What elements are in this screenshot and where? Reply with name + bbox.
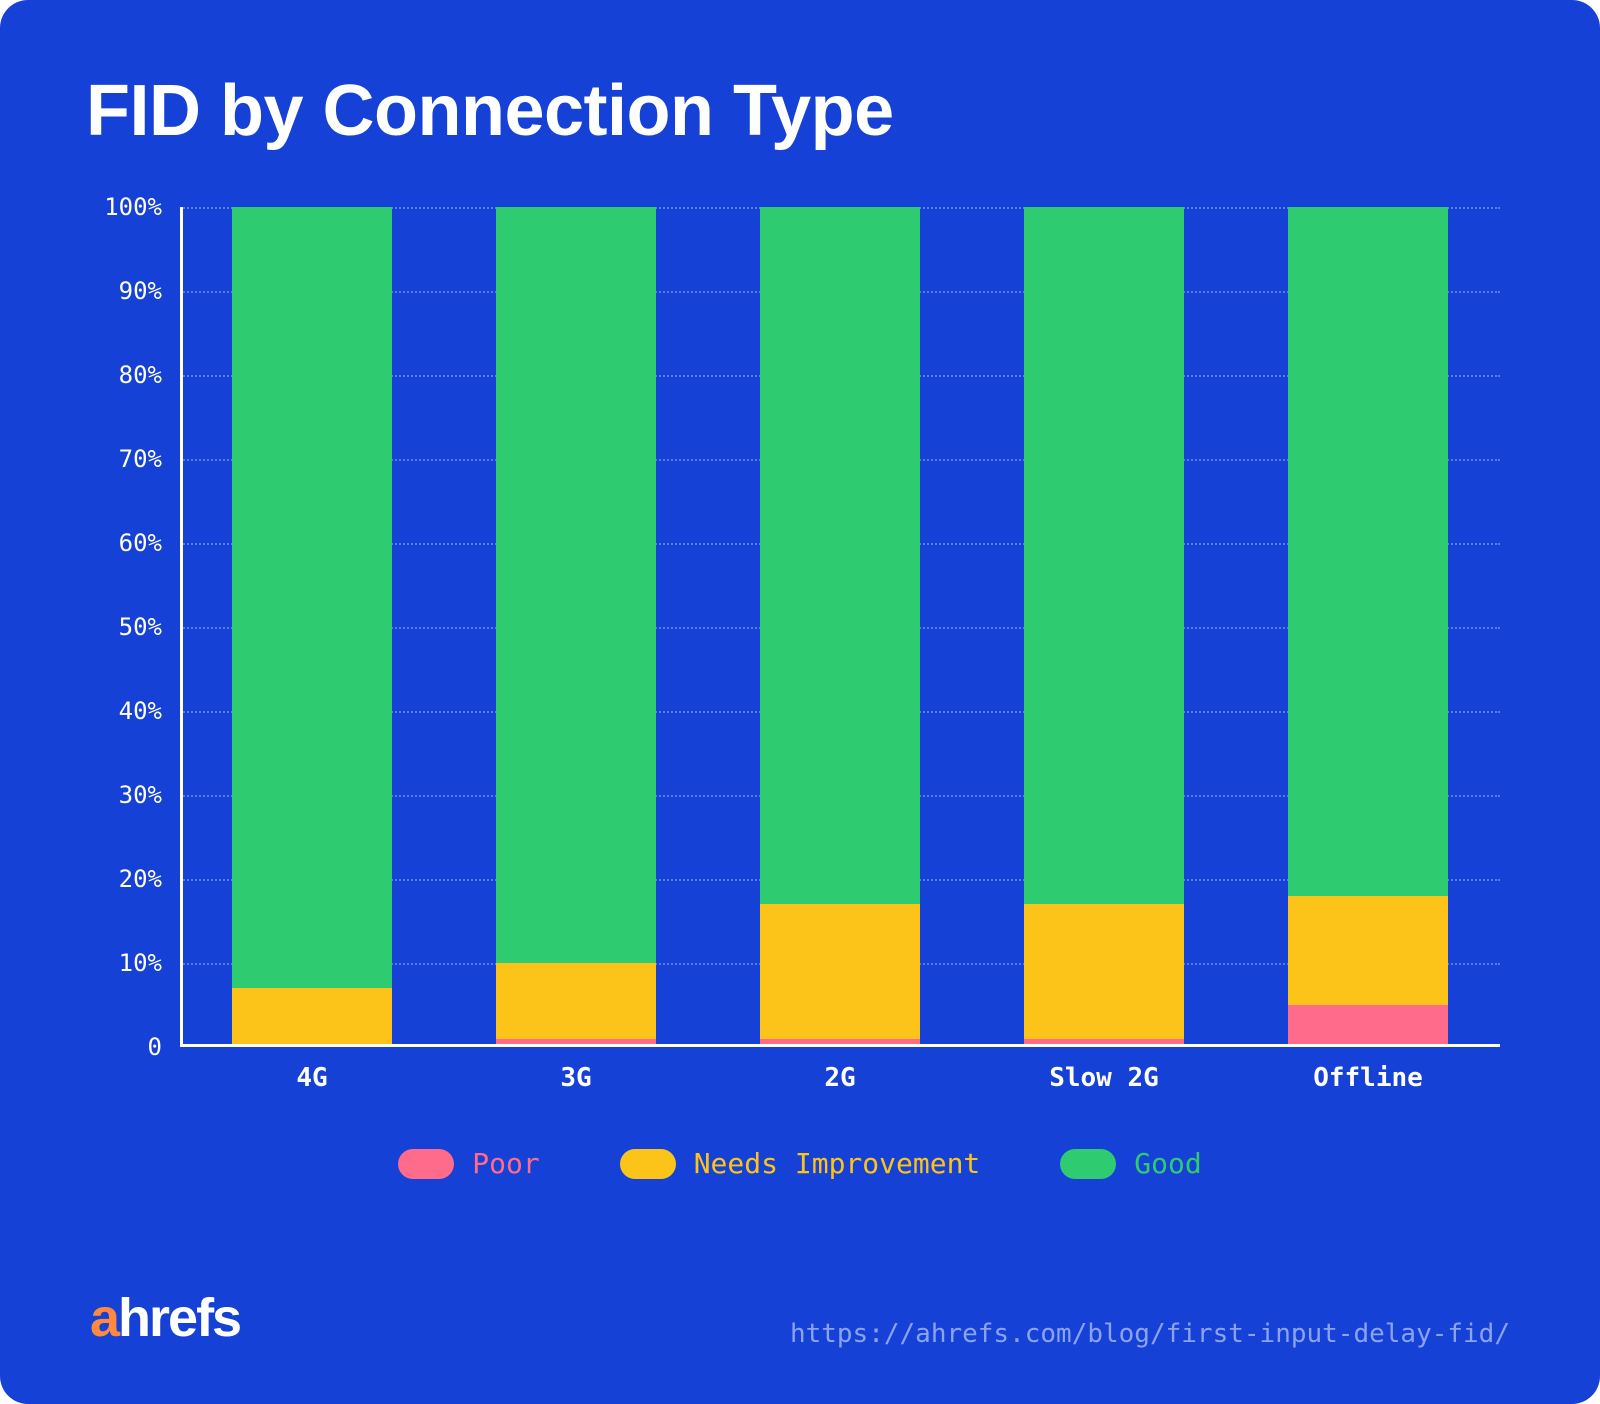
bar-segment-poor [1288, 1005, 1448, 1047]
bar-offline [1288, 207, 1448, 1047]
bar-segment-needs [1024, 904, 1184, 1038]
x-label: 4G [232, 1047, 392, 1097]
x-label: Slow 2G [1024, 1047, 1184, 1097]
bar-segment-good [496, 207, 656, 963]
y-tick-label: 20% [119, 865, 162, 893]
bar-segment-needs [760, 904, 920, 1038]
bar-segment-good [232, 207, 392, 988]
bar-slow-2g [1024, 207, 1184, 1047]
y-tick-label: 80% [119, 361, 162, 389]
legend-item-needs: Needs Improvement [620, 1147, 981, 1180]
legend-swatch [398, 1149, 454, 1179]
bar-2g [760, 207, 920, 1047]
bar-segment-good [760, 207, 920, 904]
y-tick-label: 40% [119, 697, 162, 725]
plot-area: 010%20%30%40%50%60%70%80%90%100% 4G3G2GS… [180, 207, 1500, 1097]
x-labels: 4G 3G 2G Slow 2G Offline [180, 1047, 1500, 1097]
chart-title: FID by Connection Type [86, 70, 1510, 152]
x-label: Offline [1288, 1047, 1448, 1097]
y-tick-label: 60% [119, 529, 162, 557]
legend-label: Good [1134, 1147, 1201, 1180]
legend-swatch [1060, 1149, 1116, 1179]
bar-segment-good [1288, 207, 1448, 896]
bar-3g [496, 207, 656, 1047]
y-axis: 010%20%30%40%50%60%70%80%90%100% [90, 207, 180, 1047]
legend-swatch [620, 1149, 676, 1179]
logo-part-a: a [90, 1287, 118, 1349]
legend-label: Needs Improvement [694, 1147, 981, 1180]
logo-part-hrefs: hrefs [118, 1287, 240, 1349]
bar-segment-needs [1288, 896, 1448, 1005]
source-url: https://ahrefs.com/blog/first-input-dela… [790, 1319, 1510, 1349]
legend-item-poor: Poor [398, 1147, 539, 1180]
chart-card: FID by Connection Type 0 10% 20% 30% 40% 50% 6… [0, 0, 1600, 1404]
bars-container [180, 207, 1500, 1047]
footer: ahrefs https://ahrefs.com/blog/first-inp… [90, 1287, 1510, 1349]
y-tick-label: 0 [148, 1033, 162, 1061]
legend: Poor Needs Improvement Good [90, 1147, 1510, 1180]
y-tick-label: 100% [104, 193, 162, 221]
bar-segment-good [1024, 207, 1184, 904]
legend-label: Poor [472, 1147, 539, 1180]
y-tick-label: 70% [119, 445, 162, 473]
y-tick-label: 50% [119, 613, 162, 641]
ahrefs-logo: ahrefs [90, 1287, 240, 1349]
bar-segment-needs [232, 988, 392, 1047]
x-label: 2G [760, 1047, 920, 1097]
y-tick-label: 90% [119, 277, 162, 305]
y-tick-label: 30% [119, 781, 162, 809]
bar-segment-needs [496, 963, 656, 1039]
y-tick-label: 10% [119, 949, 162, 977]
x-label: 3G [496, 1047, 656, 1097]
legend-item-good: Good [1060, 1147, 1201, 1180]
bar-4g [232, 207, 392, 1047]
